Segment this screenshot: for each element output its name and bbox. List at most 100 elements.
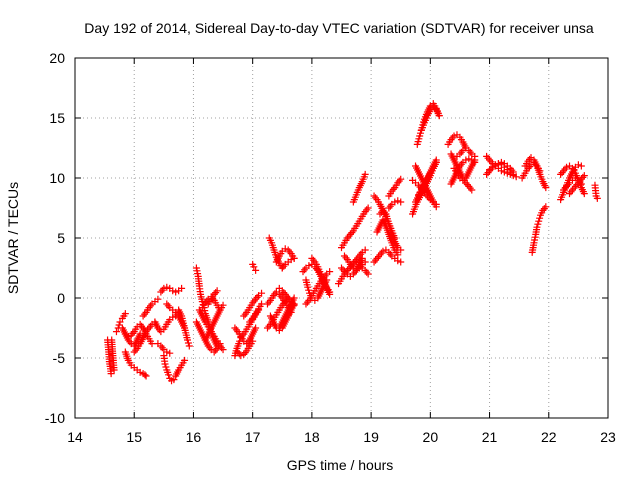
data-point [397,175,405,183]
data-point [533,223,541,231]
data-point [326,268,334,276]
data-point [497,158,505,166]
data-point [512,173,520,181]
data-point [468,186,476,194]
chart-title: Day 192 of 2014, Sidereal Day-to-day VTE… [84,20,594,36]
data-point [358,254,366,262]
data-point [580,172,588,180]
data-point [163,348,171,356]
data-point [580,190,588,198]
data-point [326,288,334,296]
data-point [386,202,394,210]
axis-ticks [74,57,609,419]
data-point [450,132,458,140]
data-point [169,313,177,321]
y-tick-label: 5 [57,230,65,246]
data-point [185,342,193,350]
data-point [237,352,245,360]
y-tick-label: -5 [53,350,66,366]
data-point [160,284,168,292]
data-point [290,254,298,262]
x-tick-label: 21 [482,429,498,445]
data-point [162,363,170,371]
data-point [287,256,295,264]
data-point [394,197,402,205]
data-point [397,258,405,266]
data-point [509,168,517,176]
data-point [364,204,372,212]
data-point [124,332,132,340]
data-point [249,337,257,345]
data-point [178,284,186,292]
data-point [219,301,227,309]
data-point [166,349,174,357]
data-point [161,360,169,368]
data-point [148,340,156,348]
data-point [489,163,497,171]
data-point [281,245,289,253]
data-point [252,324,260,332]
data-point [536,214,544,222]
x-tick-labels: 14 15 16 17 18 19 20 21 22 23 [67,429,616,445]
data-point [181,356,189,364]
x-axis-label: GPS time / hours [287,457,394,473]
data-point [184,336,192,344]
y-tick-label: 10 [49,170,65,186]
data-point [432,203,440,211]
x-tick-label: 14 [67,429,83,445]
data-point [250,263,258,271]
data-point [300,266,308,274]
data-point [115,321,123,329]
data-point [169,287,177,295]
x-tick-label: 23 [600,429,616,445]
y-tick-label: -10 [45,410,65,426]
data-point [364,270,372,278]
data-point [361,170,369,178]
x-tick-label: 20 [423,429,439,445]
x-tick-label: 16 [186,429,202,445]
data-point [141,371,149,379]
data-point [252,266,260,274]
x-tick-label: 15 [126,429,142,445]
data-point [163,283,171,291]
data-point [432,158,440,166]
x-tick-label: 18 [304,429,320,445]
data-point [394,257,402,265]
data-point [213,287,221,295]
data-point [536,167,544,175]
data-point [116,318,124,326]
data-point [142,372,150,380]
data-point [165,371,173,379]
y-axis-label: SDTVAR / TECUs [5,182,21,294]
data-point [158,344,166,352]
data-point [397,246,405,254]
data-point [361,246,369,254]
data-point [462,156,470,164]
x-tick-label: 22 [541,429,557,445]
y-tick-label: 20 [49,50,65,66]
data-point [593,194,601,202]
data-point [107,370,115,378]
data-point [110,366,118,374]
data-point [435,112,443,120]
plot-frame [74,57,609,419]
data-points [104,100,601,385]
data-point [466,148,474,156]
x-tick-label: 17 [245,429,261,445]
data-point [574,161,582,169]
data-point [542,203,550,211]
data-point [497,167,505,175]
data-point [577,162,585,170]
data-point [379,247,387,255]
data-point [305,262,313,270]
y-tick-label: 0 [57,290,65,306]
data-point [258,289,266,297]
data-point [219,346,227,354]
data-point [121,310,129,318]
data-point [465,155,473,163]
data-point [457,148,465,156]
data-point [172,288,180,296]
data-point [534,220,542,228]
data-point [391,198,399,206]
